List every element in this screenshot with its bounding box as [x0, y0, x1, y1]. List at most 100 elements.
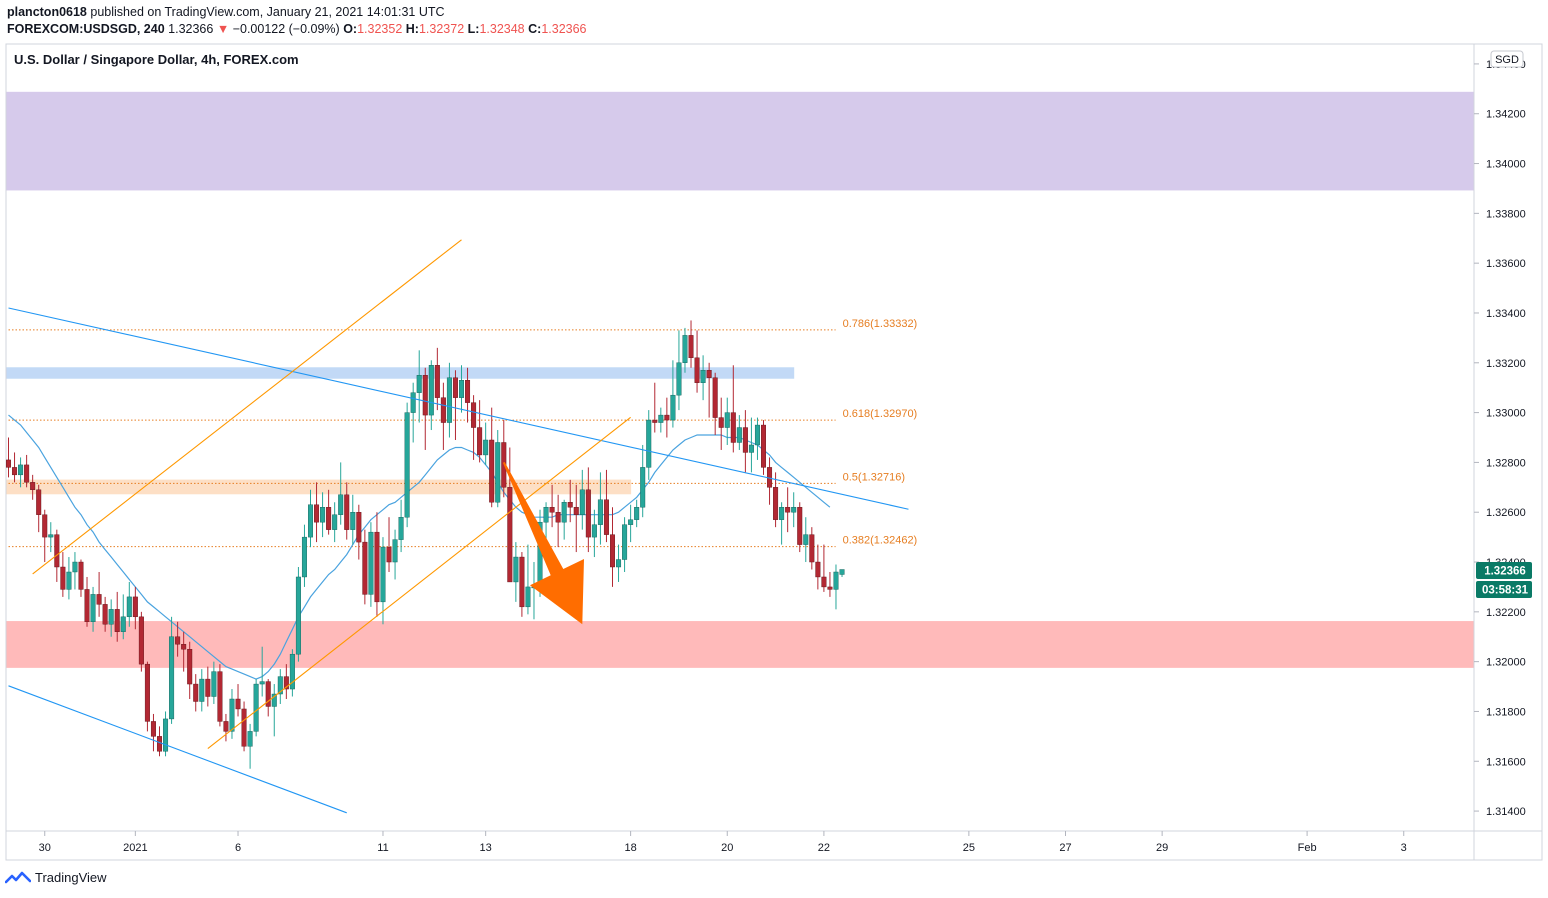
candle-body	[839, 569, 845, 575]
candle-down	[706, 362, 712, 418]
candle-body	[217, 671, 223, 722]
candle-body	[513, 556, 519, 583]
currency-badge[interactable]: SGD	[1490, 50, 1524, 68]
time-tick-label: 18	[624, 842, 636, 854]
candle-down	[688, 320, 694, 368]
candle-up	[616, 544, 622, 582]
candle-up	[247, 723, 253, 769]
candle-body	[610, 534, 616, 568]
candle-up	[658, 407, 664, 433]
high-label: H:	[405, 22, 419, 36]
tradingview-logo-icon[interactable]	[5, 871, 31, 885]
chart-title: U.S. Dollar / Singapore Dollar, 4h, FORE…	[14, 52, 299, 67]
descending-resistance	[8, 307, 909, 510]
candle-body	[567, 502, 573, 508]
candle-body	[108, 609, 114, 625]
candle-down	[326, 489, 332, 535]
candle-up	[754, 417, 760, 460]
candle-up	[622, 517, 628, 572]
candle-body	[326, 507, 332, 530]
candle-up	[392, 529, 398, 580]
candle-up	[295, 567, 301, 662]
price-tick-label: 1.33000	[1486, 408, 1526, 420]
candle-down	[114, 591, 120, 642]
candle-body	[736, 427, 742, 443]
candle-body	[114, 609, 120, 632]
candle-down	[5, 437, 11, 478]
candle-body	[12, 467, 18, 476]
symbol-name[interactable]: FOREXCOM:USDSGD, 240	[7, 22, 165, 36]
candle-down	[235, 684, 241, 717]
footer-brand[interactable]: TradingView	[35, 870, 107, 885]
candle-up	[308, 489, 314, 548]
orange-zone	[6, 479, 632, 495]
candle-body	[555, 512, 561, 523]
candle-down	[374, 512, 380, 617]
time-axis[interactable]: 30 2021 6 11 13 18 20 22 25 27 29 Feb 3	[39, 831, 1407, 854]
candle-down	[555, 494, 561, 548]
time-tick-label: 25	[963, 842, 975, 854]
candle-body	[700, 370, 706, 383]
candle-down	[664, 397, 670, 438]
candle-up	[724, 397, 730, 445]
candle-up	[199, 669, 205, 712]
resistance-zone	[6, 91, 1475, 191]
time-tick-label: 22	[818, 842, 830, 854]
candle-down	[144, 661, 150, 732]
candle-body	[748, 444, 754, 453]
candle-up	[338, 462, 344, 525]
candle-body	[350, 512, 356, 530]
time-tick-label: 27	[1059, 842, 1071, 854]
candle-body	[815, 561, 821, 578]
candle-body	[718, 417, 724, 428]
candle-down	[471, 395, 477, 460]
price-tick-label: 1.32600	[1486, 507, 1526, 519]
close-label: C:	[528, 22, 542, 36]
author-name[interactable]: plancton0618	[7, 5, 87, 19]
time-tick-label: 20	[721, 842, 733, 854]
candle-body	[138, 616, 144, 665]
candle-down	[96, 571, 102, 617]
candle-body	[271, 693, 277, 707]
candles-layer	[5, 320, 845, 769]
candle-up	[736, 415, 742, 450]
candle-body	[459, 380, 465, 398]
candle-up	[126, 581, 132, 627]
last-price-tag: 1.32366 03:58:31	[1476, 561, 1532, 598]
candle-down	[12, 452, 18, 483]
candle-body	[694, 357, 700, 383]
candle-up	[670, 360, 676, 428]
price-tick-label: 1.31800	[1486, 706, 1526, 718]
candle-up	[682, 327, 688, 373]
candle-down	[761, 420, 767, 475]
open-value: 1.32352	[357, 22, 403, 36]
candle-body	[356, 512, 362, 543]
candle-up	[108, 599, 114, 637]
candle-body	[410, 392, 416, 413]
last-price-tag-label: 1.32366	[1484, 565, 1526, 577]
candle-body	[344, 494, 350, 530]
candle-body	[440, 397, 446, 423]
candle-down	[573, 484, 579, 553]
candle-body	[465, 380, 471, 403]
candle-body	[797, 507, 803, 545]
candle-body	[60, 566, 66, 590]
candle-body	[422, 375, 428, 416]
candle-body	[428, 365, 434, 416]
candle-body	[229, 698, 235, 732]
candle-body	[446, 377, 452, 423]
time-tick-label: 6	[235, 842, 241, 854]
descending-support	[8, 685, 347, 814]
candle-body	[616, 559, 622, 568]
candle-up	[597, 472, 603, 545]
candle-down	[84, 576, 90, 627]
candle-body	[24, 464, 30, 483]
candle-body	[78, 561, 84, 590]
candle-body	[338, 494, 344, 515]
candle-body	[682, 335, 688, 363]
candle-body	[658, 414, 664, 423]
publication-info: published on TradingView.com, January 21…	[90, 5, 445, 19]
candle-up	[90, 586, 96, 632]
candle-body	[223, 721, 229, 732]
